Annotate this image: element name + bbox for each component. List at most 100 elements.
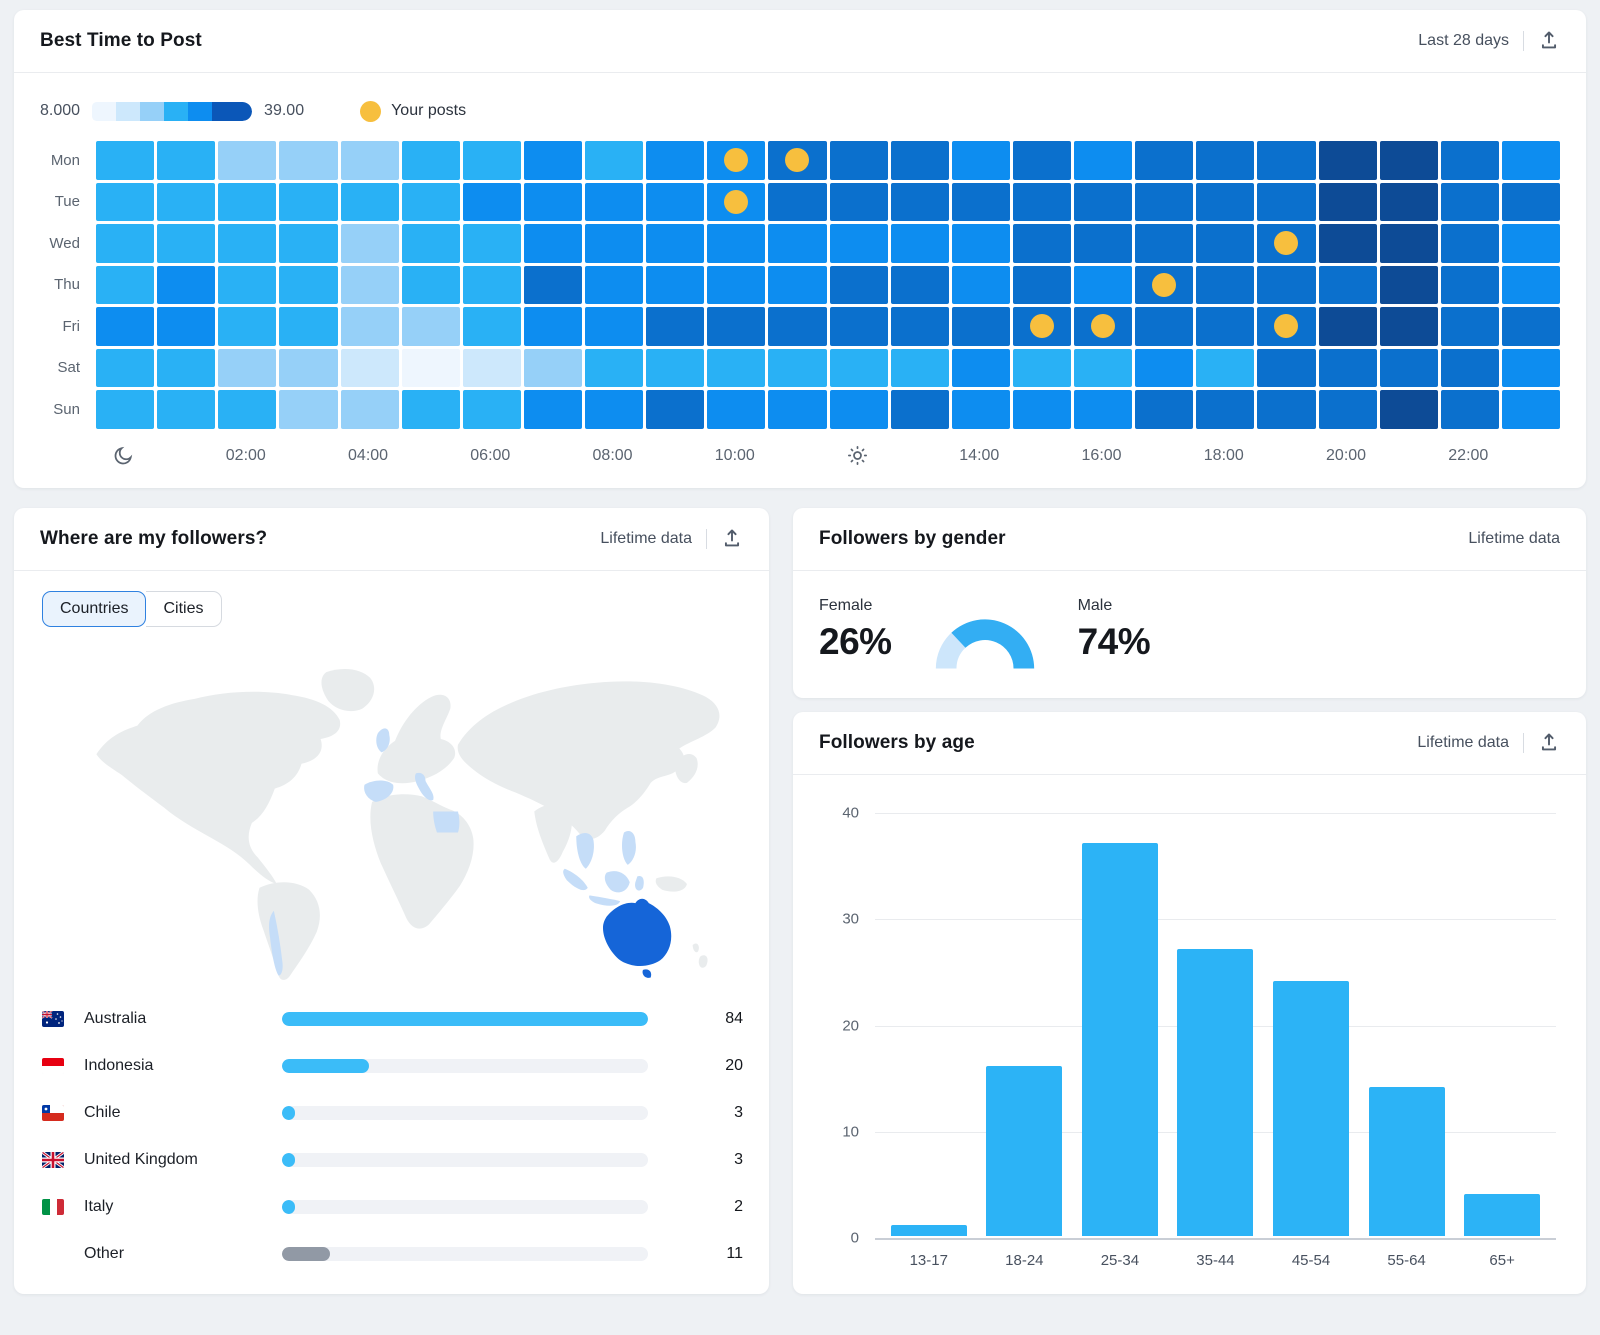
heatmap-cell [96, 265, 155, 304]
heatmap-cell [829, 224, 888, 263]
heatmap-cell [1501, 224, 1560, 263]
divider [1523, 31, 1524, 51]
heatmap-cell [1318, 141, 1377, 180]
heatmap-day-label: Wed [49, 234, 80, 252]
age-bar-55-64 [1368, 1087, 1445, 1236]
country-value: 84 [725, 1009, 743, 1027]
heatmap-cell [1257, 265, 1316, 304]
heatmap-cell [951, 390, 1010, 429]
hour-axis-label: 08:00 [592, 446, 633, 464]
country-bar-track [282, 1058, 648, 1073]
heatmap-cell [462, 141, 521, 180]
heatmap-cell [1379, 265, 1438, 304]
heatmap-cell [951, 141, 1010, 180]
heatmap-day-label: Tue [54, 193, 80, 211]
heatmap-cell [951, 265, 1010, 304]
legend-min-value: 8.000 [40, 102, 81, 119]
heatmap-cell [1440, 390, 1499, 429]
heatmap-cell [1012, 141, 1071, 180]
heatmap-cell [1196, 182, 1255, 221]
gauge-female-arc [935, 632, 965, 669]
flag-italy-icon [42, 1198, 64, 1215]
country-name: Other [84, 1244, 125, 1262]
heatmap-cell [1257, 141, 1316, 180]
y-axis-tick-label: 30 [842, 910, 859, 928]
y-axis-tick-label: 0 [850, 1229, 859, 1247]
heatmap-cell [1074, 265, 1133, 304]
country-bar-fill [282, 1058, 370, 1073]
heatmap-cell [1379, 182, 1438, 221]
followers-location-export-button[interactable] [721, 527, 743, 552]
export-icon [1540, 31, 1558, 52]
heatmap-cell [462, 390, 521, 429]
heatmap-cell [1074, 141, 1133, 180]
heatmap-cell [279, 141, 338, 180]
heatmap-cell [1012, 348, 1071, 387]
age-bar-45-54 [1273, 981, 1350, 1236]
heatmap-cell [96, 224, 155, 263]
age-bar-35-44 [1177, 949, 1254, 1236]
heatmap-cell [218, 141, 277, 180]
heatmap-cell [157, 390, 216, 429]
heatmap-cell [1440, 141, 1499, 180]
followers-location-title: Where are my followers? [40, 528, 268, 549]
heatmap-hour-axis: 02:00 04:00 06:00 08:00 10:00 14:00 16:00 18:00… [40, 437, 1560, 475]
heatmap-day-label: Mon [50, 151, 80, 169]
legend-swatch [140, 101, 165, 121]
best-time-export-button[interactable] [1538, 29, 1560, 54]
heatmap-cell [462, 182, 521, 221]
heatmap-cell [401, 182, 460, 221]
followers-location-header: Where are my followers? Lifetime data [14, 508, 769, 571]
heatmap-cell [1074, 307, 1133, 346]
best-time-to-post-card: Best Time to Post Last 28 days 8.000 39.… [14, 10, 1586, 488]
heatmap-cell [1196, 224, 1255, 263]
gauge-male-arc [950, 619, 1034, 669]
flag-indonesia-icon [42, 1057, 64, 1074]
heatmap-cell [1379, 348, 1438, 387]
heatmap-cell [646, 265, 705, 304]
heatmap-cell [707, 182, 766, 221]
heatmap-cell [1440, 348, 1499, 387]
flag-uk-icon [42, 1151, 64, 1168]
heatmap-cell [1135, 141, 1194, 180]
tab-cities[interactable]: Cities [146, 591, 222, 627]
heatmap-cell [96, 141, 155, 180]
heatmap-cell [523, 348, 582, 387]
heatmap-cell [768, 307, 827, 346]
heatmap-cell [157, 141, 216, 180]
your-post-dot [785, 148, 810, 173]
heatmap-cell [1257, 182, 1316, 221]
heatmap-cell [523, 307, 582, 346]
heatmap-cell [1074, 348, 1133, 387]
your-posts-dot-icon [360, 100, 382, 122]
age-export-button[interactable] [1538, 731, 1560, 756]
hour-axis-label: 04:00 [348, 446, 389, 464]
tab-countries[interactable]: Countries [42, 591, 147, 627]
heatmap-cell [1501, 307, 1560, 346]
heatmap-cell [157, 224, 216, 263]
age-bars [881, 813, 1550, 1236]
hour-axis-label: 22:00 [1448, 446, 1489, 464]
heatmap-cell [1257, 307, 1316, 346]
x-axis-category-label: 13-17 [909, 1252, 948, 1269]
heatmap-day-label: Sat [57, 359, 80, 377]
heatmap-cell [890, 390, 949, 429]
country-bar-fill [282, 1011, 648, 1026]
heatmap-cell [646, 307, 705, 346]
heatmap-cell [768, 224, 827, 263]
heatmap-cell [218, 307, 277, 346]
heatmap-cell [951, 307, 1010, 346]
country-name: Chile [84, 1103, 121, 1121]
country-value: 11 [726, 1244, 743, 1262]
heatmap-cell [585, 265, 644, 304]
heatmap-day-label: Fri [62, 317, 81, 335]
heatmap-cell [523, 265, 582, 304]
heatmap-cell [585, 390, 644, 429]
country-list: Australia 84 Indonesia 20 Chile 3 United Kingd… [42, 987, 745, 1277]
country-name: United Kingdom [84, 1150, 198, 1168]
legend-swatch [92, 101, 117, 121]
heatmap-cell [1318, 348, 1377, 387]
country-row: United Kingdom 3 [42, 1136, 745, 1183]
heatmap-cell [340, 224, 399, 263]
heatmap-cell [585, 348, 644, 387]
